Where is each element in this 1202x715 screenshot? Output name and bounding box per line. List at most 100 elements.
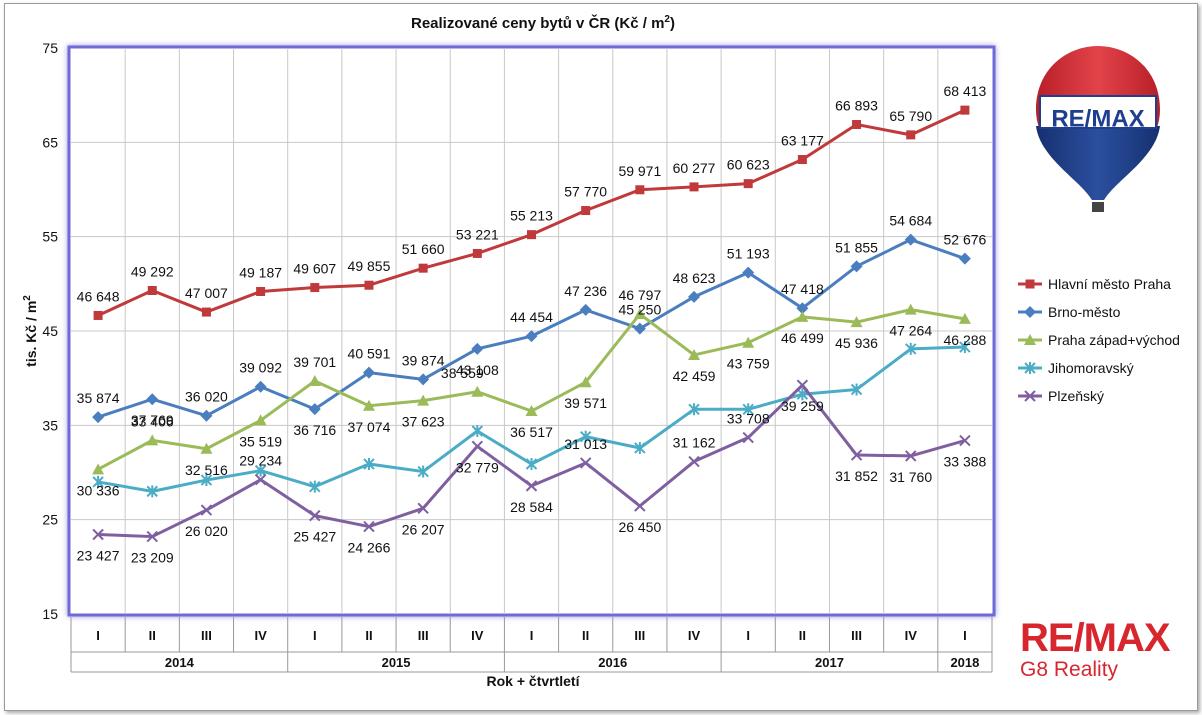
data-point <box>579 430 592 443</box>
data-point <box>362 399 375 411</box>
data-label: 54 684 <box>889 213 932 229</box>
x-axis-label: Rok + čtvrtletí <box>487 673 581 689</box>
data-point <box>1024 334 1036 345</box>
data-label: 39 874 <box>402 352 445 368</box>
data-point <box>200 442 213 454</box>
x-tick-label: I <box>530 628 534 643</box>
data-point <box>254 380 267 393</box>
data-point <box>93 310 103 320</box>
data-point <box>743 179 753 189</box>
data-label: 55 213 <box>510 208 553 224</box>
data-point <box>1024 362 1036 374</box>
x-tick-label: II <box>582 628 589 643</box>
x-tick-label: I <box>313 628 317 643</box>
data-point <box>254 414 267 426</box>
data-point <box>254 474 267 486</box>
data-point <box>688 403 700 416</box>
data-point <box>579 303 592 316</box>
data-point <box>688 290 701 303</box>
data-label: 48 623 <box>673 270 716 286</box>
data-point <box>1025 279 1035 289</box>
data-label: 33 708 <box>727 411 770 427</box>
data-label: 23 209 <box>131 550 174 566</box>
data-point <box>688 348 701 360</box>
data-label: 36 517 <box>510 424 553 440</box>
data-label: 26 020 <box>185 523 228 539</box>
data-label: 46 288 <box>943 332 986 348</box>
x-tick-label: III <box>418 628 429 643</box>
data-label: 46 648 <box>77 288 120 304</box>
legend-label: Jihomoravský <box>1048 360 1134 376</box>
chart-title: Realizované ceny bytů v ČR (Kč / m2) <box>411 14 675 32</box>
x-tick-label: II <box>149 628 156 643</box>
data-label: 49 855 <box>348 258 391 274</box>
data-label: 49 292 <box>131 264 174 280</box>
data-point <box>850 260 863 273</box>
data-label: 26 450 <box>618 519 661 535</box>
data-label: 57 770 <box>564 184 607 200</box>
data-point <box>363 520 375 533</box>
data-label: 24 266 <box>348 540 391 556</box>
year-label: 2014 <box>165 655 195 670</box>
data-label: 45 936 <box>835 335 878 351</box>
brand-logo: RE/MAX G8 Reality <box>1020 618 1180 682</box>
data-label: 39 571 <box>564 395 607 411</box>
data-label: 35 519 <box>239 433 282 449</box>
data-point <box>92 411 105 424</box>
year-label: 2016 <box>598 655 627 670</box>
data-point <box>308 374 321 386</box>
remax-balloon-logo: RE/MAX <box>1036 46 1160 212</box>
data-label: 33 406 <box>131 413 174 429</box>
x-tick-label: IV <box>471 628 484 643</box>
legend-label: Praha západ+východ <box>1048 332 1180 348</box>
y-tick-label: 35 <box>42 417 58 433</box>
data-point <box>904 233 917 246</box>
data-point <box>362 366 375 379</box>
data-point <box>309 509 321 522</box>
data-point <box>471 342 484 355</box>
data-point <box>959 341 971 354</box>
data-label: 37 769 <box>131 412 174 428</box>
series-2 <box>92 303 971 475</box>
data-point <box>525 405 538 417</box>
data-point <box>796 310 809 322</box>
data-label: 60 623 <box>727 157 770 173</box>
data-label: 63 177 <box>781 133 824 149</box>
data-label: 66 893 <box>835 97 878 113</box>
data-point <box>850 449 863 461</box>
data-point <box>310 283 320 293</box>
year-label: 2015 <box>382 655 411 670</box>
data-point <box>92 475 104 488</box>
data-label: 29 234 <box>239 453 282 469</box>
data-label: 43 759 <box>727 356 770 372</box>
x-tick-label: II <box>799 628 806 643</box>
legend-label: Plzeňský <box>1048 388 1104 404</box>
series-3 <box>92 341 971 498</box>
data-label: 47 236 <box>564 283 607 299</box>
data-point <box>146 485 158 498</box>
data-label: 52 676 <box>943 232 986 248</box>
data-point <box>797 155 807 165</box>
x-tick-label: IV <box>905 628 918 643</box>
data-label: 51 193 <box>727 246 770 262</box>
data-point <box>364 280 374 290</box>
data-label: 39 092 <box>239 360 282 376</box>
data-label: 23 427 <box>77 548 120 564</box>
year-label: 2017 <box>815 655 844 670</box>
data-point <box>200 474 213 487</box>
data-point <box>417 373 430 386</box>
data-point <box>201 307 211 317</box>
data-point <box>958 312 971 324</box>
x-tick-label: I <box>963 628 967 643</box>
series-4 <box>92 379 971 543</box>
brand-name: RE/MAX <box>1020 616 1171 660</box>
data-point <box>742 403 754 416</box>
data-point <box>1024 306 1036 318</box>
y-tick-label: 45 <box>42 323 58 339</box>
data-point <box>525 480 538 492</box>
data-point <box>92 463 105 475</box>
legend: Hlavní město Praha Brno-město Praha západ+… <box>1018 276 1180 404</box>
y-tick-label: 15 <box>42 606 58 622</box>
